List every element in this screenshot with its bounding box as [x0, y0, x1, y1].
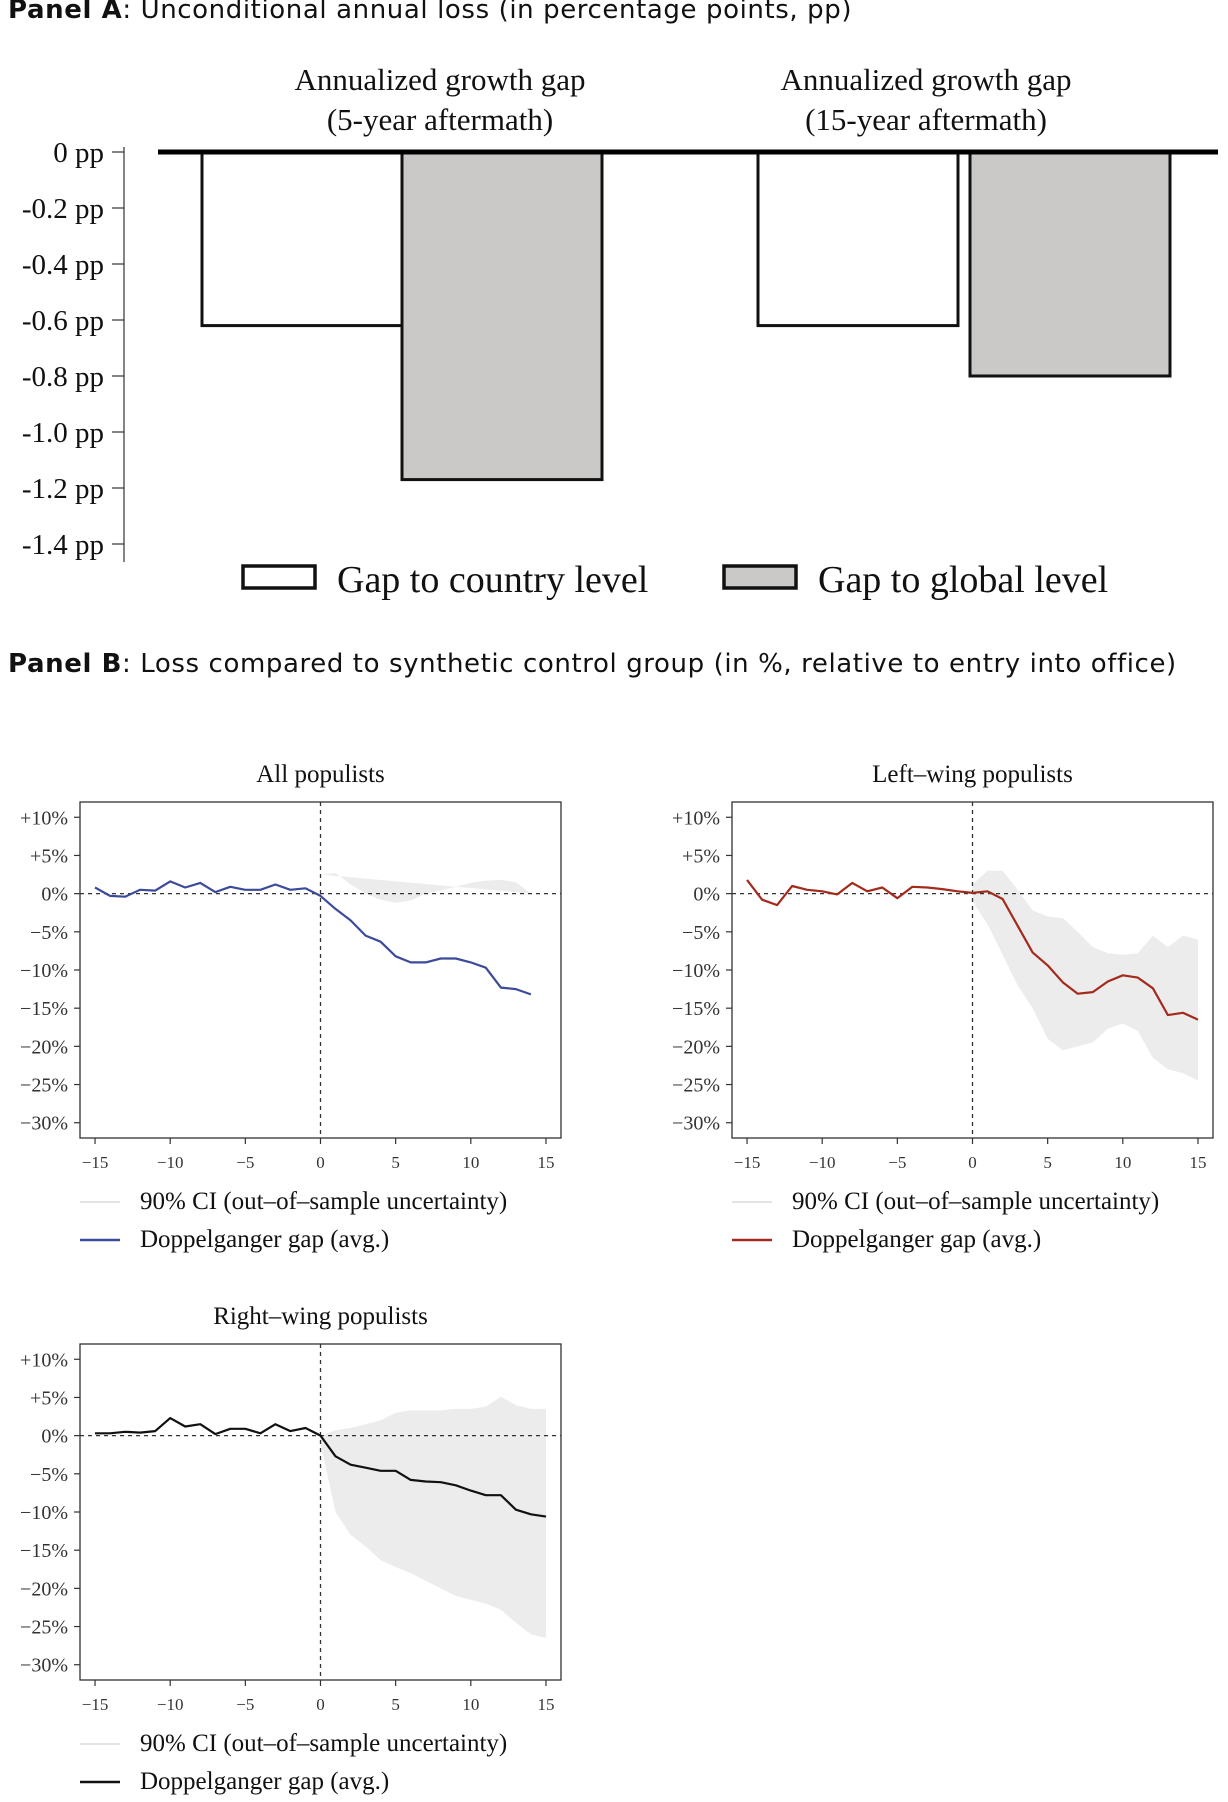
y-tick-label: −20%: [20, 1036, 68, 1058]
y-tick-label: −30%: [672, 1113, 720, 1135]
ci-band: [320, 1396, 546, 1638]
x-tick-label: −10: [157, 1695, 184, 1714]
y-tick-label: −20%: [672, 1036, 720, 1058]
y-tick-label: −25%: [20, 1075, 68, 1097]
category-labels: Annualized growth gap (5-year aftermath) A…: [295, 62, 1072, 137]
y-tick-label: −10%: [672, 960, 720, 982]
y-tick-label: −30%: [20, 1655, 68, 1677]
y-tick-label: -0.4 pp: [22, 249, 104, 281]
y-tick-label: 0%: [693, 884, 720, 906]
chart-all-populists: All populists +10% +5% 0% −5% −10% −15% −20% −25…: [20, 761, 562, 1253]
legend-ci-label: 90% CI (out–of–sample uncertainty): [140, 1730, 507, 1757]
category-label: Annualized growth gap: [295, 62, 586, 97]
y-tick-label: −30%: [20, 1113, 68, 1135]
bar: [756, 150, 960, 328]
x-tick-label: 0: [968, 1153, 977, 1172]
y-tick-label: 0 pp: [53, 137, 104, 169]
y-tick-label: −15%: [20, 1540, 68, 1562]
chart-left-wing-populists: Left–wing populists +10% +5% 0% −5% −10% −15% −…: [672, 761, 1214, 1253]
legend-label: Gap to country level: [337, 559, 648, 601]
panel-a-heading: Panel A: Unconditional annual loss (in p…: [8, 0, 852, 32]
x-tick-label: 15: [537, 1695, 554, 1714]
panel-a-text: : Unconditional annual loss (in percenta…: [122, 0, 853, 25]
x-tick-label: −15: [82, 1153, 109, 1172]
y-tick-label: -0.6 pp: [22, 305, 104, 337]
x-tick-label: 5: [391, 1153, 400, 1172]
x-tick-label: 15: [1189, 1153, 1206, 1172]
y-tick-label: -1.2 pp: [22, 473, 104, 505]
legend-label: Gap to global level: [818, 559, 1108, 601]
category-label: (5-year aftermath): [327, 102, 553, 137]
legend-gap-label: Doppelganger gap (avg.): [140, 1226, 389, 1253]
panel-a-bar-chart: 0 pp -0.2 pp -0.4 pp -0.6 pp -0.8 pp -1.0 pp -…: [22, 62, 1218, 601]
bars: [158, 149, 1218, 482]
y-tick-label: -1.0 pp: [22, 417, 104, 449]
y-axis: 0 pp -0.2 pp -0.4 pp -0.6 pp -0.8 pp -1.0 pp -…: [22, 137, 125, 562]
y-tick-label: −20%: [20, 1578, 68, 1600]
y-tick-label: −15%: [672, 998, 720, 1020]
y-tick-label: −5%: [682, 922, 720, 944]
y-tick-label: 0%: [41, 1426, 68, 1448]
y-tick-label: −25%: [672, 1075, 720, 1097]
bar: [200, 150, 404, 328]
panel-b-label: Panel B: [8, 649, 123, 679]
x-tick-label: −15: [82, 1695, 109, 1714]
ci-band: [972, 870, 1198, 1081]
y-tick-label: −25%: [20, 1617, 68, 1639]
y-tick-label: −15%: [20, 998, 68, 1020]
bar: [968, 150, 1172, 378]
chart-title: Left–wing populists: [872, 761, 1073, 788]
y-tick-label: −10%: [20, 1502, 68, 1524]
legend-ci-label: 90% CI (out–of–sample uncertainty): [792, 1188, 1159, 1215]
x-tick-label: −5: [888, 1153, 906, 1172]
x-tick-label: −15: [734, 1153, 761, 1172]
legend-gap-label: Doppelganger gap (avg.): [140, 1768, 389, 1795]
legend: Gap to country level Gap to global level: [241, 559, 1108, 601]
category-label: (15-year aftermath): [805, 102, 1047, 137]
x-tick-label: 5: [391, 1695, 400, 1714]
x-tick-label: 0: [316, 1695, 325, 1714]
y-tick-label: -1.4 pp: [22, 529, 104, 561]
y-tick-label: +10%: [20, 1349, 68, 1371]
x-tick-label: 5: [1043, 1153, 1052, 1172]
x-tick-label: 10: [462, 1153, 479, 1172]
x-tick-label: −5: [236, 1153, 254, 1172]
x-tick-label: −10: [809, 1153, 836, 1172]
y-tick-label: +5%: [682, 845, 720, 867]
y-tick-label: -0.2 pp: [22, 193, 104, 225]
x-tick-label: 10: [462, 1695, 479, 1714]
y-tick-label: −5%: [30, 922, 68, 944]
y-tick-label: +5%: [30, 1387, 68, 1409]
x-tick-label: 10: [1114, 1153, 1131, 1172]
legend-swatch: [722, 564, 798, 590]
panel-b-heading: Panel B: Loss compared to synthetic cont…: [8, 642, 1188, 686]
y-tick-label: +10%: [672, 807, 720, 829]
y-tick-label: +10%: [20, 807, 68, 829]
chart-title: Right–wing populists: [213, 1303, 428, 1330]
y-tick-label: -0.8 pp: [22, 361, 104, 393]
chart-right-wing-populists: Right–wing populists +10% +5% 0% −5% −10% −15%…: [20, 1303, 562, 1795]
panel-a-label: Panel A: [8, 0, 123, 25]
x-tick-label: −5: [236, 1695, 254, 1714]
ci-band: [320, 873, 531, 903]
chart-title: All populists: [256, 761, 385, 788]
x-tick-label: 15: [537, 1153, 554, 1172]
panel-b-text: : Loss compared to synthetic control gro…: [122, 649, 1177, 679]
x-tick-label: −10: [157, 1153, 184, 1172]
legend-gap-label: Doppelganger gap (avg.): [792, 1226, 1041, 1253]
category-label: Annualized growth gap: [781, 62, 1072, 97]
y-tick-label: +5%: [30, 845, 68, 867]
y-tick-label: 0%: [41, 884, 68, 906]
y-tick-label: −5%: [30, 1464, 68, 1486]
x-tick-label: 0: [316, 1153, 325, 1172]
bar: [400, 150, 604, 482]
gap-line: [94, 880, 532, 996]
legend-swatch: [241, 564, 317, 590]
gap-line: [95, 1416, 547, 1518]
y-tick-label: −10%: [20, 960, 68, 982]
legend-ci-label: 90% CI (out–of–sample uncertainty): [140, 1188, 507, 1215]
gap-line: [746, 879, 1199, 1021]
